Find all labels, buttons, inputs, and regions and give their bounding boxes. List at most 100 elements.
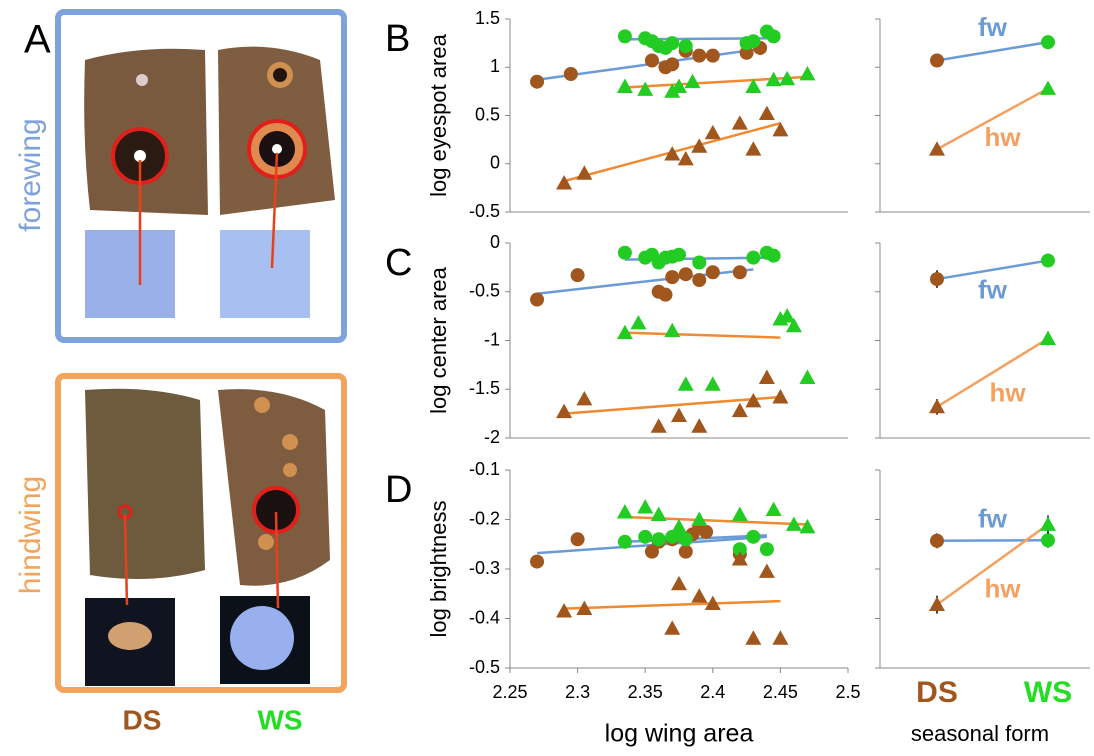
y-axis-title: log brightness xyxy=(426,501,451,638)
point xyxy=(767,29,781,43)
x-axis-title: seasonal form xyxy=(911,721,1049,746)
point xyxy=(930,53,944,67)
point xyxy=(679,267,693,281)
point xyxy=(685,74,701,88)
point xyxy=(530,293,544,307)
eyespot xyxy=(283,463,297,477)
point xyxy=(637,81,653,95)
y-tick-label: -1 xyxy=(484,329,500,349)
point xyxy=(799,519,815,533)
point xyxy=(617,79,633,93)
x-tick-label: WS xyxy=(1024,676,1072,709)
x-tick-label: 2.35 xyxy=(628,682,663,702)
point xyxy=(1040,516,1056,530)
y-tick-label: -2 xyxy=(484,427,500,447)
y-tick-label: 0 xyxy=(490,232,500,252)
point xyxy=(576,165,592,179)
point xyxy=(630,315,646,329)
point xyxy=(692,256,706,270)
scale-patch xyxy=(108,622,152,650)
panel-label: B xyxy=(385,18,410,60)
hindwing-label: hindwing xyxy=(14,476,47,594)
point xyxy=(651,418,667,432)
series-line xyxy=(937,42,1048,60)
point xyxy=(678,151,694,165)
y-tick-label: 1.5 xyxy=(475,8,500,28)
point xyxy=(672,248,686,262)
point xyxy=(556,603,572,617)
point xyxy=(772,630,788,644)
point xyxy=(638,530,652,544)
forewing-label: forewing xyxy=(14,118,47,231)
point xyxy=(706,49,720,63)
y-tick-label: -0.1 xyxy=(469,459,500,479)
point xyxy=(664,323,680,337)
eyespot xyxy=(282,434,298,450)
y-axis-title: log center area xyxy=(426,266,451,414)
x-tick-label: 2.3 xyxy=(565,682,590,702)
point xyxy=(1041,533,1055,547)
point xyxy=(530,75,544,89)
panel-label: D xyxy=(385,469,412,511)
point xyxy=(1041,254,1055,268)
x-tick-label: 2.5 xyxy=(835,682,860,702)
point xyxy=(652,532,666,546)
point xyxy=(691,588,707,602)
point xyxy=(691,418,707,432)
point xyxy=(692,273,706,287)
point xyxy=(571,532,585,546)
y-tick-label: -0.5 xyxy=(469,201,500,221)
ds-hindwing xyxy=(85,389,205,579)
series-label: hw xyxy=(984,573,1021,603)
point xyxy=(678,376,694,390)
y-axis-title: log eyespot area xyxy=(426,33,451,196)
point xyxy=(745,630,761,644)
point xyxy=(618,535,632,549)
eyespot xyxy=(254,397,270,413)
point xyxy=(679,39,693,53)
point xyxy=(767,249,781,263)
y-tick-label: -1.5 xyxy=(469,378,500,398)
ds-label: DS xyxy=(123,704,162,735)
point xyxy=(556,175,572,189)
scale-photo xyxy=(85,230,175,318)
point xyxy=(618,246,632,260)
forewing-panel xyxy=(58,12,344,340)
fit-line xyxy=(537,269,753,293)
point xyxy=(556,404,572,418)
point xyxy=(759,106,775,120)
y-tick-label: 1 xyxy=(490,56,500,76)
point xyxy=(759,370,775,384)
point xyxy=(766,502,782,516)
scale-photo xyxy=(220,230,310,318)
point xyxy=(929,141,945,155)
point xyxy=(671,576,687,590)
point xyxy=(746,530,760,544)
y-tick-label: 0.5 xyxy=(475,104,500,124)
point xyxy=(665,36,679,50)
y-tick-label: -0.5 xyxy=(469,281,500,301)
y-tick-label: -0.2 xyxy=(469,508,500,528)
x-tick-label: 2.4 xyxy=(700,682,725,702)
point xyxy=(671,408,687,422)
point xyxy=(665,270,679,284)
series-label: fw xyxy=(978,275,1008,305)
x-axis-title: log wing area xyxy=(605,720,754,748)
point xyxy=(746,34,760,48)
point xyxy=(929,597,945,611)
series-label: hw xyxy=(989,378,1026,408)
series-label: fw xyxy=(978,12,1008,42)
point xyxy=(679,545,693,559)
y-tick-label: -0.5 xyxy=(469,657,500,677)
point xyxy=(732,507,748,521)
point xyxy=(671,519,687,533)
point xyxy=(746,251,760,265)
point xyxy=(1040,331,1056,345)
x-tick-label: 2.45 xyxy=(763,682,798,702)
point xyxy=(637,499,653,513)
point xyxy=(645,53,659,67)
hindwing-panel xyxy=(58,376,344,690)
point xyxy=(759,563,775,577)
y-tick-label: -0.4 xyxy=(469,607,500,627)
